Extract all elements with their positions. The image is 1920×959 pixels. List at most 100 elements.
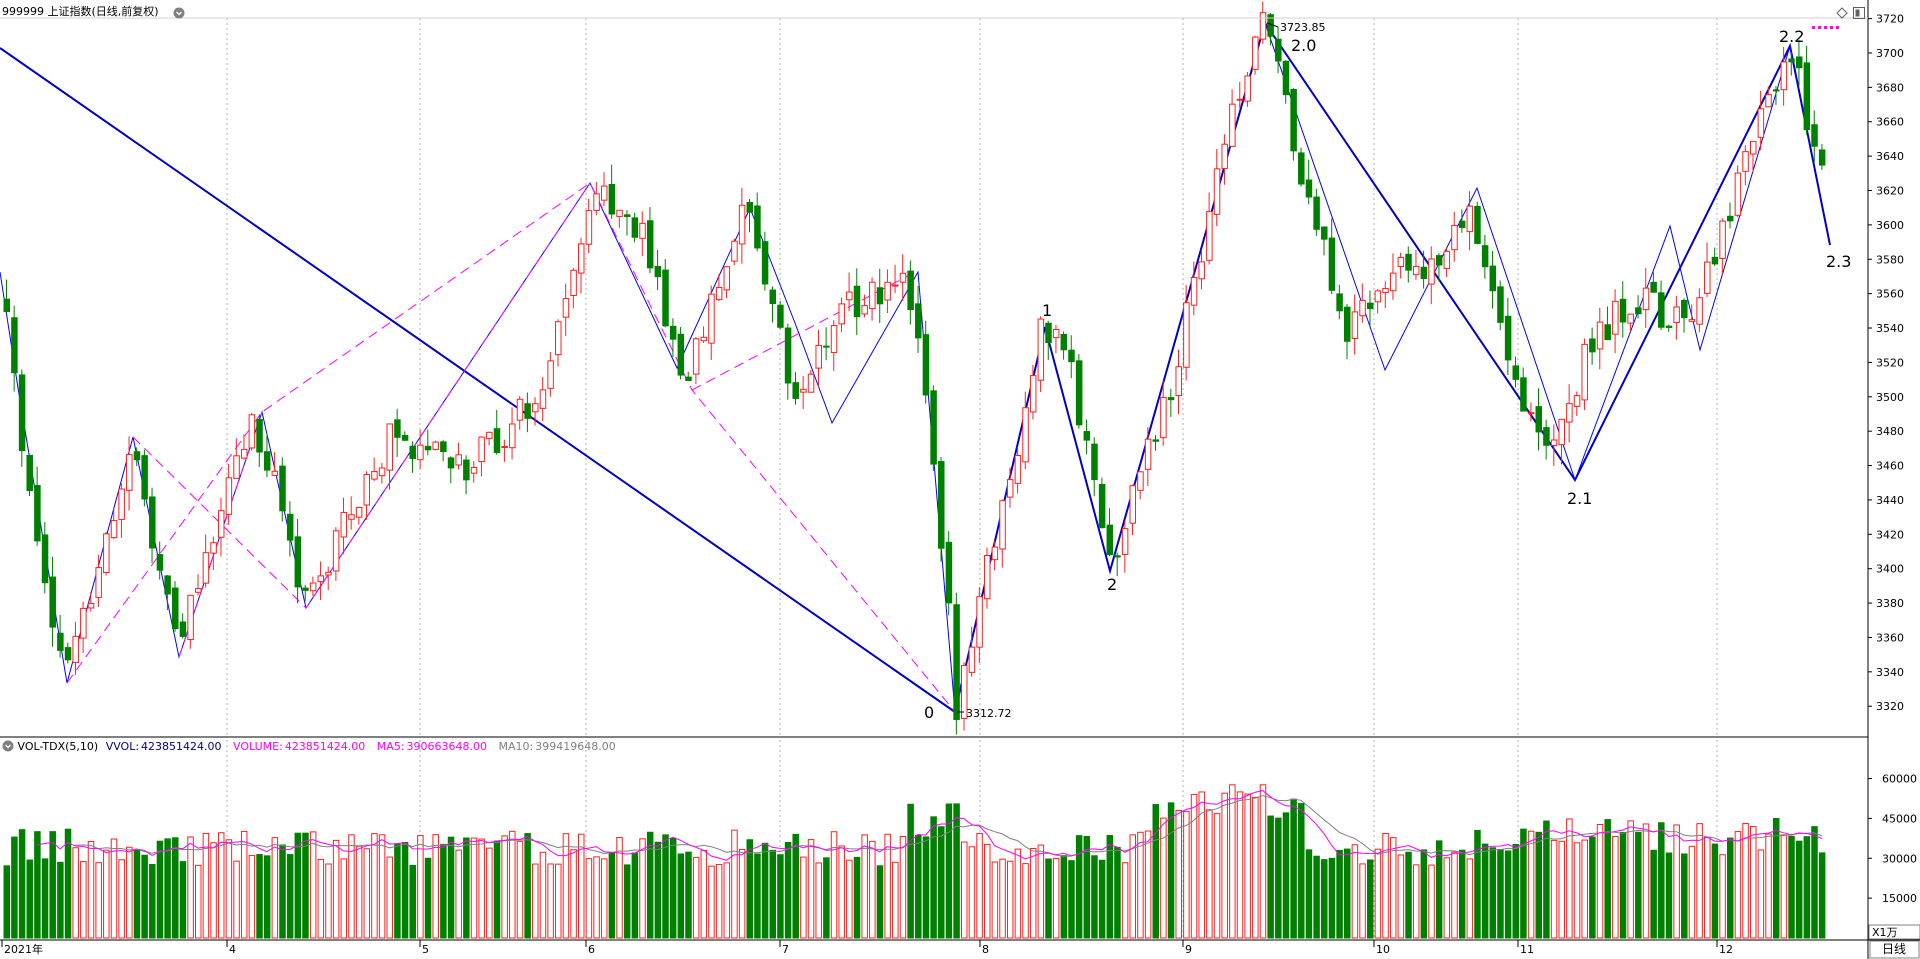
candle-body	[1305, 179, 1313, 198]
volume-bar	[509, 830, 516, 939]
candle-body	[754, 205, 761, 249]
candle-body	[1543, 427, 1550, 446]
volume-label: VOLUME:	[233, 740, 283, 753]
volume-bar	[662, 834, 669, 939]
candle-body	[1681, 299, 1688, 319]
candle-body	[1083, 431, 1091, 441]
candle-body	[961, 665, 968, 719]
candle-body	[1206, 211, 1213, 261]
candle-body	[1772, 89, 1780, 92]
candle-body	[884, 281, 891, 301]
candle-body	[1137, 471, 1144, 491]
volume-bar	[1045, 858, 1052, 939]
candle-body	[49, 576, 56, 628]
candle-body	[103, 533, 110, 573]
volume-bar	[417, 835, 424, 939]
candle-body	[1489, 265, 1497, 292]
volume-bar	[156, 840, 164, 939]
volume-bar	[1259, 784, 1267, 939]
volume-bar	[1481, 843, 1489, 939]
candle-body	[631, 217, 639, 238]
volume-bar	[815, 862, 822, 939]
circle-chevron-down-icon[interactable]	[173, 4, 185, 19]
volume-bar	[853, 856, 861, 939]
candle-body	[777, 304, 784, 328]
period-tab-label: 日线	[1882, 942, 1906, 956]
window-restore-icon[interactable]	[1853, 4, 1865, 19]
volume-bar	[1206, 809, 1213, 939]
volume-bar	[1428, 864, 1435, 939]
candle-body	[838, 303, 845, 325]
candle-body	[455, 454, 462, 466]
volume-bar	[501, 835, 508, 939]
candle-body	[1803, 62, 1811, 131]
volume-bar	[1742, 822, 1749, 939]
volume-bar	[731, 829, 738, 939]
volume-bar	[1765, 833, 1772, 939]
volume-bar	[240, 830, 248, 939]
volume-bar	[646, 831, 654, 939]
volume-bar	[1106, 834, 1114, 939]
volume-bar	[922, 836, 930, 939]
ma5-label: MA5:	[376, 740, 405, 753]
volume-bar	[807, 839, 815, 939]
price-tick-label: 3320	[1876, 700, 1904, 713]
candle-body	[1359, 299, 1366, 317]
volume-bar	[1091, 855, 1098, 939]
candle-body	[524, 403, 531, 419]
volume-bar	[539, 851, 547, 939]
volume-bar	[1780, 834, 1788, 939]
volume-bar	[1167, 802, 1175, 939]
wave-main-line	[954, 20, 1831, 713]
candle-body	[210, 542, 217, 554]
volume-bar	[1183, 810, 1190, 939]
volume-bar	[1037, 844, 1045, 939]
volume-bar	[80, 861, 87, 939]
volume-bar	[1029, 848, 1037, 939]
candle-body	[731, 240, 738, 262]
volume-bar	[1619, 831, 1627, 939]
candle-body	[225, 477, 233, 515]
price-tick-label: 3640	[1876, 150, 1904, 163]
candle-body	[470, 467, 478, 474]
candle-body	[1114, 555, 1121, 558]
volume-bar	[1451, 851, 1458, 939]
volume-bar	[478, 838, 485, 939]
candle-body	[1435, 255, 1443, 266]
candle-body	[348, 514, 355, 520]
volume-bar	[110, 838, 118, 939]
volume-bar	[1328, 857, 1336, 939]
candle-body	[72, 635, 79, 663]
diamond-icon[interactable]	[1836, 4, 1848, 19]
candle-body	[279, 465, 286, 512]
volume-bar	[823, 857, 830, 939]
volume-bar	[1144, 830, 1152, 939]
volume-bar	[570, 849, 577, 939]
candle-body	[1313, 196, 1320, 230]
volume-bar	[1573, 842, 1581, 939]
candle-body	[195, 588, 202, 593]
candle-body	[1029, 375, 1037, 413]
candle-body	[1451, 224, 1458, 251]
candle-body	[708, 293, 715, 344]
wave-label-w23: 2.3	[1826, 252, 1851, 271]
candle-body	[983, 554, 991, 600]
volume-bar	[493, 840, 501, 939]
wave-alt-dashed-2	[132, 182, 591, 609]
candle-body	[1336, 293, 1343, 312]
volume-bar	[1681, 853, 1688, 939]
price-tick-label: 3560	[1876, 288, 1904, 301]
candle-body	[394, 419, 401, 438]
candle-body	[355, 506, 363, 518]
volume-bar	[1405, 851, 1412, 939]
month-label: 2021年	[4, 942, 43, 956]
candle-body	[478, 436, 485, 463]
volume-bar	[1344, 848, 1351, 939]
candle-body	[823, 345, 830, 348]
candle-body	[424, 445, 432, 451]
volume-bar	[1443, 857, 1451, 939]
circle-chevron-down-icon[interactable]	[2, 740, 14, 752]
volume-bar	[876, 865, 884, 939]
volume-bar	[1795, 840, 1803, 939]
